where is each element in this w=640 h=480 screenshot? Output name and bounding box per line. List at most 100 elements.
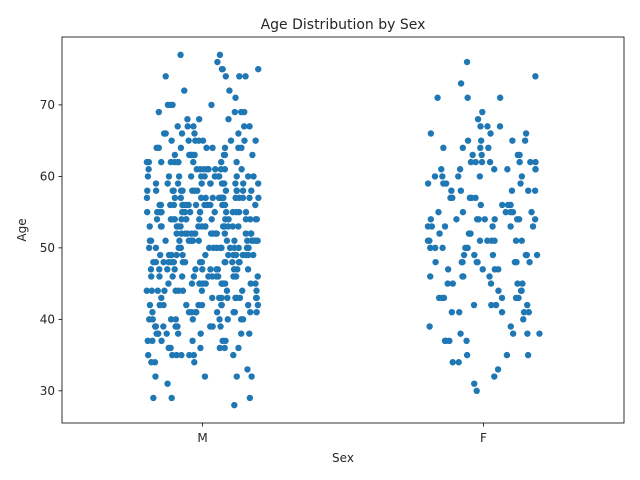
data-point-f (444, 280, 451, 287)
data-point-f (473, 387, 480, 395)
data-point-m (253, 294, 260, 302)
data-point-m (254, 237, 261, 244)
data-point-f (518, 173, 526, 180)
data-point-f (449, 359, 456, 366)
data-point-f (463, 58, 471, 66)
data-point-m (231, 401, 238, 409)
data-point-m (185, 309, 193, 316)
data-point-m (237, 108, 245, 116)
data-point-m (190, 123, 197, 130)
data-point-m (170, 258, 178, 266)
data-point-m (190, 273, 198, 280)
data-point-f (457, 80, 465, 87)
data-point-f (468, 194, 475, 202)
data-point-m (185, 237, 192, 244)
data-point-f (459, 144, 467, 151)
data-point-m (244, 266, 252, 273)
data-point-f (517, 180, 524, 187)
data-point-m (179, 251, 186, 259)
data-point-m (186, 351, 193, 359)
data-point-f (477, 201, 485, 209)
data-point-f (476, 237, 484, 244)
data-point-m (250, 251, 257, 259)
data-point-m (207, 323, 214, 330)
data-point-m (144, 187, 151, 194)
data-point-f (463, 337, 470, 344)
data-point-f (502, 208, 510, 216)
data-point-m (152, 244, 160, 252)
data-point-m (148, 287, 155, 294)
data-point-f (496, 94, 504, 101)
data-point-m (155, 108, 163, 116)
data-point-m (232, 180, 239, 187)
data-point-m (214, 266, 222, 273)
data-point-m (174, 180, 182, 187)
data-point-m (253, 287, 260, 294)
data-point-m (232, 273, 240, 280)
data-point-m (185, 137, 192, 144)
data-point-f (477, 137, 485, 144)
y-tick-label: 40 (40, 312, 55, 326)
data-point-m (152, 187, 160, 194)
data-point-f (459, 208, 467, 216)
data-point-m (191, 130, 198, 137)
data-point-m (254, 273, 261, 280)
data-point-f (440, 144, 447, 151)
data-point-m (148, 273, 155, 280)
data-point-m (156, 208, 164, 216)
plot-area (62, 37, 624, 423)
data-point-m (164, 266, 171, 273)
data-point-m (183, 216, 190, 223)
data-point-m (223, 287, 231, 294)
data-point-f (533, 251, 541, 259)
data-point-f (465, 230, 473, 237)
data-point-m (246, 194, 253, 202)
data-point-f (464, 94, 471, 101)
data-point-m (222, 258, 229, 266)
data-point-m (172, 323, 179, 330)
data-point-f (529, 223, 537, 230)
data-point-m (189, 337, 196, 344)
data-point-m (209, 194, 216, 202)
data-point-f (524, 301, 531, 309)
data-point-f (484, 237, 491, 244)
data-point-f (519, 280, 526, 287)
data-point-f (457, 187, 465, 194)
data-point-m (192, 137, 199, 144)
data-point-f (507, 208, 514, 216)
data-point-m (153, 216, 161, 223)
data-point-m (168, 137, 175, 144)
data-point-m (239, 194, 247, 202)
data-point-m (229, 258, 236, 266)
data-point-m (246, 330, 253, 337)
data-point-m (184, 123, 191, 130)
data-point-m (223, 237, 231, 244)
data-point-m (219, 223, 227, 230)
data-point-m (248, 373, 255, 380)
data-point-f (479, 108, 486, 116)
y-axis-label: Age (15, 218, 29, 241)
data-point-f (478, 158, 486, 166)
y-axis: 30 40 50 60 70 (40, 98, 62, 398)
data-point-m (252, 280, 259, 287)
data-point-m (143, 158, 151, 166)
data-point-f (499, 201, 506, 209)
data-point-m (218, 294, 225, 302)
data-point-m (244, 301, 252, 309)
data-point-m (239, 287, 246, 294)
data-point-m (168, 394, 175, 402)
data-point-m (201, 373, 209, 380)
data-point-f (434, 94, 441, 101)
data-point-m (179, 187, 186, 194)
data-point-m (165, 280, 172, 287)
data-point-m (188, 230, 195, 237)
data-point-m (232, 194, 239, 202)
data-point-m (192, 201, 200, 209)
data-point-m (208, 216, 215, 223)
data-point-m (216, 316, 223, 323)
data-point-m (171, 151, 179, 159)
data-point-m (224, 294, 231, 302)
data-point-f (424, 180, 432, 187)
data-point-m (174, 330, 182, 337)
data-point-f (464, 137, 472, 144)
